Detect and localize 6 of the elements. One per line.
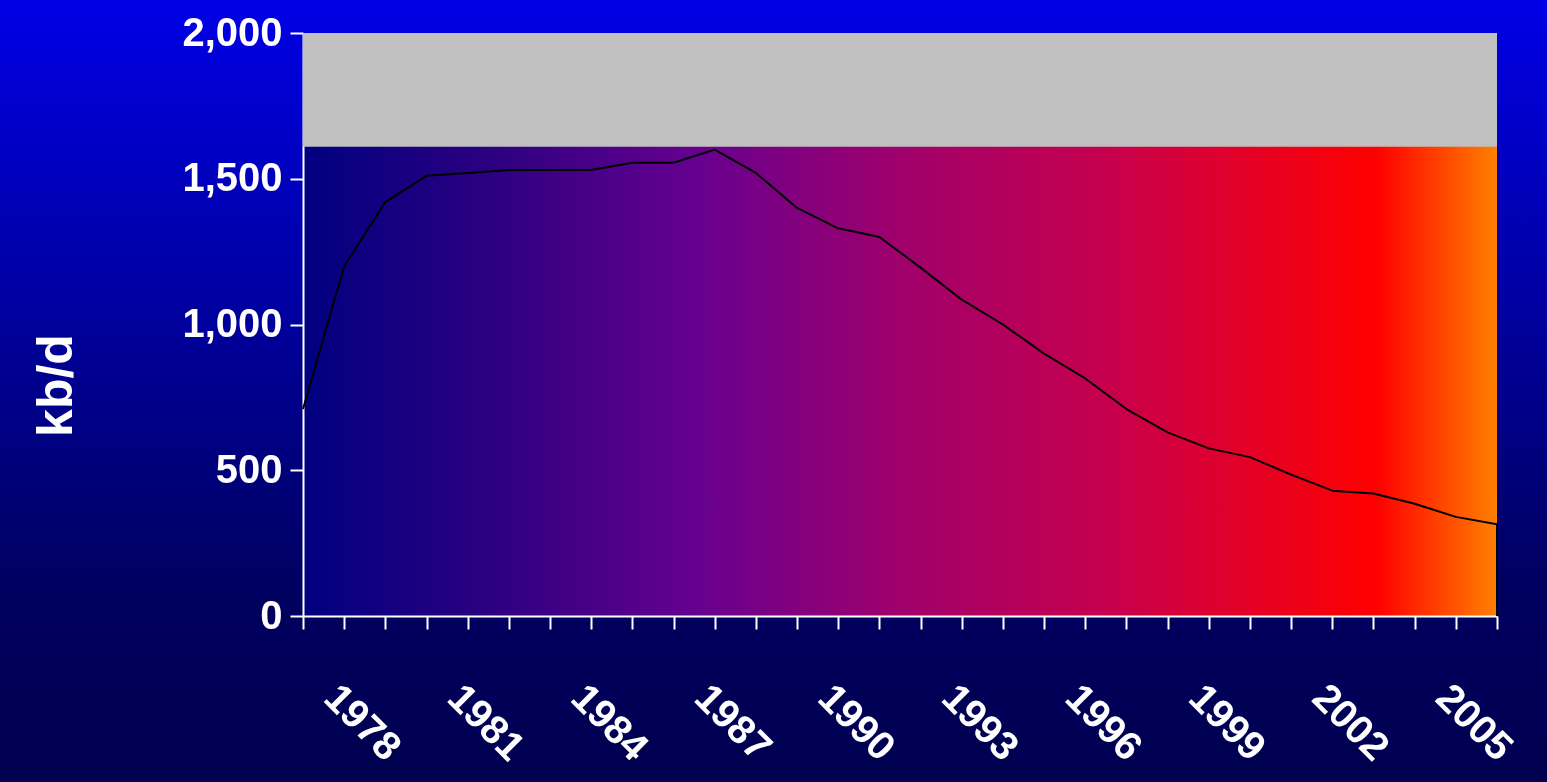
y-tick-label: 500 [215, 446, 283, 491]
y-tick-label: 1,500 [182, 155, 283, 200]
y-axis-title: kb/d [27, 334, 84, 437]
y-tick-label: 1,000 [182, 301, 283, 345]
y-tick-label: 0 [260, 592, 283, 637]
y-tick-label: 2,000 [182, 9, 283, 54]
